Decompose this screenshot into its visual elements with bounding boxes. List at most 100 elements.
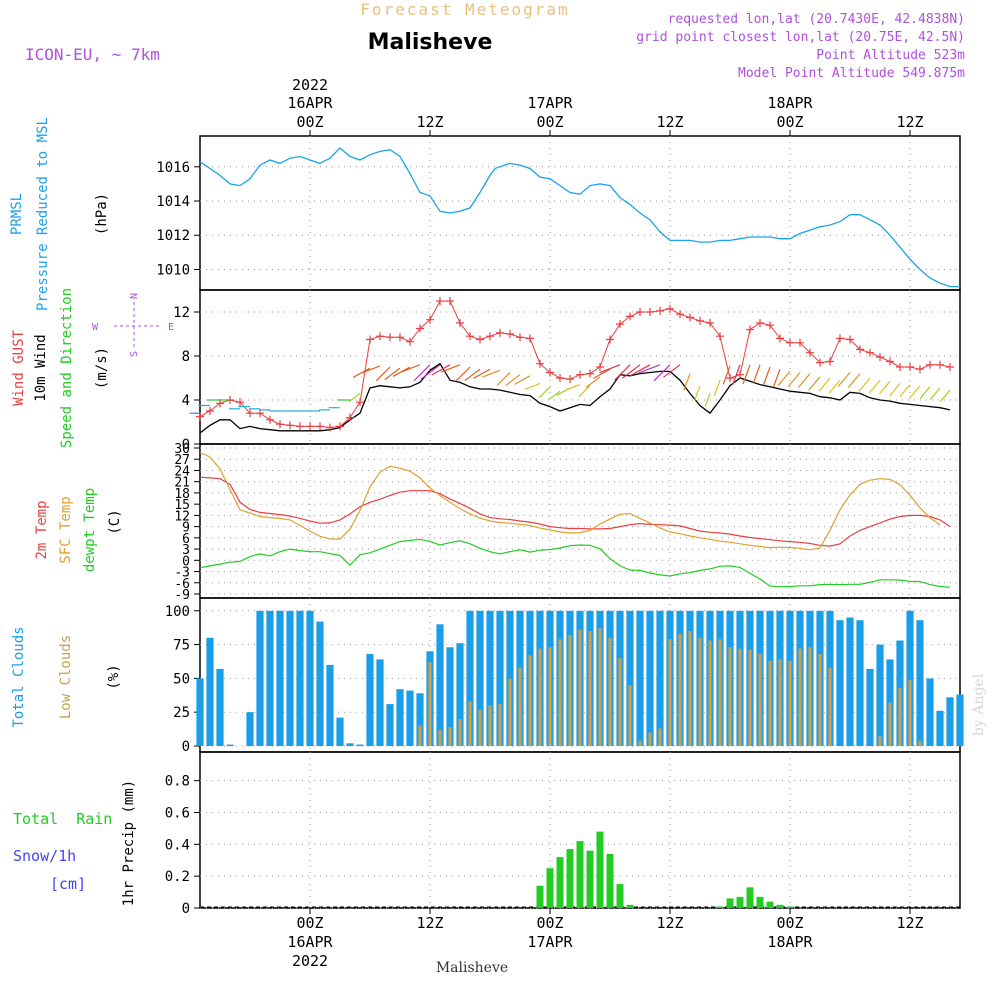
temperature-ytick-label-8: 15: [174, 498, 190, 513]
temp-unit: (C): [107, 509, 123, 534]
snow-label: Snow/1h: [13, 847, 76, 865]
top-time-label-5: 12Z: [896, 113, 923, 131]
total-cloud-bar-68: [876, 644, 884, 746]
top-date-label-4: 18APR: [767, 94, 813, 112]
wind-arrow-75: [940, 389, 951, 402]
wind-arrow-51: [704, 393, 711, 407]
wind-arrow-53: [722, 365, 731, 385]
gust-marker-66: [856, 345, 864, 354]
low-cloud-bar-31: [508, 678, 512, 746]
wind-arrow-63: [818, 377, 831, 392]
wind-arrow-32: [505, 374, 521, 386]
wind-arrow-71: [899, 384, 911, 398]
wind-arrow-23: [413, 364, 431, 382]
wind-arrow-40: [585, 376, 601, 388]
top-time-label-3: 12Z: [656, 113, 683, 131]
precip-ylabel: 1hr Precip (mm): [121, 780, 137, 906]
wind-arrow-19: [375, 366, 391, 382]
wind-ytick-label-1: 4: [182, 393, 190, 409]
rain-bar-1: [546, 868, 554, 908]
wind-arrow-69: [878, 380, 891, 395]
total-cloud-bar-65: [846, 617, 854, 746]
low-cloud-bar-44: [638, 740, 642, 746]
gust-marker-0: [196, 412, 204, 421]
low-cloud-bar-41: [608, 637, 612, 746]
low-cloud-bar-59: [788, 660, 792, 746]
wind-arrow-48: [663, 364, 681, 378]
low-cloud-bar-60: [798, 648, 802, 746]
gust-marker-1: [206, 407, 214, 415]
gust-marker-39: [586, 369, 594, 378]
wind-ytick-label-0: 0: [182, 437, 190, 453]
low-cloud-bar-22: [418, 725, 422, 746]
total-cloud-bar-28: [476, 610, 484, 746]
gust-marker-72: [916, 365, 924, 374]
gust-marker-56: [756, 319, 764, 327]
gust-marker-46: [656, 306, 664, 315]
top-time-label-2: 00Z: [536, 113, 563, 131]
rain-bar-8: [616, 884, 624, 908]
bottom-year-label-0: 2022: [292, 952, 328, 970]
wind-arrow-58: [772, 368, 781, 388]
wind-arrow-39: [578, 385, 591, 398]
total-cloud-bar-74: [936, 710, 944, 746]
low-cloud-bar-32: [518, 667, 522, 746]
wind-arrow-57: [762, 366, 771, 386]
gust-marker-35: [546, 368, 554, 377]
wind-arrow-49: [683, 373, 691, 391]
low-cloud-bar-68: [878, 736, 882, 746]
gust-marker-57: [766, 321, 774, 330]
gust-marker-7: [266, 415, 274, 424]
temperature-ytick-label-2: -3: [174, 566, 190, 581]
wind-arrow-45: [630, 364, 651, 377]
temperature-ytick-label-4: 3: [182, 543, 190, 558]
temperature-ytick-label-9: 18: [174, 487, 190, 502]
gust-marker-53: [726, 374, 734, 382]
low-cloud-bar-54: [738, 648, 742, 746]
temp-dewpt-label: dewpt Temp: [82, 488, 98, 572]
clouds-unit: (%): [106, 664, 122, 689]
gust-marker-29: [486, 332, 494, 341]
low-cloud-bar-37: [568, 635, 572, 746]
gust-marker-52: [716, 332, 724, 341]
wind-arrow-35: [538, 386, 551, 399]
total-cloud-bar-24: [436, 624, 444, 746]
pressure-unit: (hPa): [94, 193, 110, 235]
wind-arrow-44: [622, 364, 641, 379]
gust-marker-63: [826, 357, 834, 366]
gust-marker-13: [326, 423, 334, 432]
gust-marker-33: [526, 334, 534, 343]
gust-marker-42: [616, 320, 624, 329]
gust-marker-23: [426, 315, 434, 324]
bottom-time-label-2: 00Z: [536, 914, 563, 932]
total-cloud-bar-10: [296, 610, 304, 746]
wind-arrow-20: [384, 367, 401, 381]
gust-marker-64: [836, 334, 844, 343]
model-label: ICON-EU, ~ 7km: [25, 45, 160, 64]
wind-arrow-46: [638, 364, 661, 374]
precip-ytick-label-4: 0.8: [165, 774, 190, 790]
precip-ytick-label-0: 0: [182, 901, 190, 917]
wind-arrow-34: [524, 382, 541, 390]
total-cloud-bar-19: [386, 704, 394, 746]
low-cloud-bar-38: [578, 629, 582, 746]
low-cloud-bar-57: [768, 660, 772, 746]
rain-bar-15: [756, 896, 764, 908]
rain-bar-9: [626, 904, 634, 908]
total-cloud-bar-22: [416, 693, 424, 746]
low-cloud-bar-24: [438, 729, 442, 746]
temp-sfc-label: SFC Temp: [58, 496, 74, 563]
precip-panel: 0 0.2 0.4 0.6 0.8: [165, 751, 961, 917]
total-cloud-bar-66: [856, 620, 864, 746]
low-cloud-bar-56: [758, 654, 762, 746]
pressure-frame: [199, 135, 961, 291]
total-cloud-bar-43: [626, 610, 634, 746]
wind-10m-line: [199, 362, 951, 434]
bottom-date-label-4: 18APR: [767, 933, 813, 951]
low-cloud-bar-43: [628, 685, 632, 746]
total-cloud-bar-67: [866, 668, 874, 746]
gust-marker-44: [636, 308, 644, 316]
total-cloud-bar-21: [406, 690, 414, 746]
